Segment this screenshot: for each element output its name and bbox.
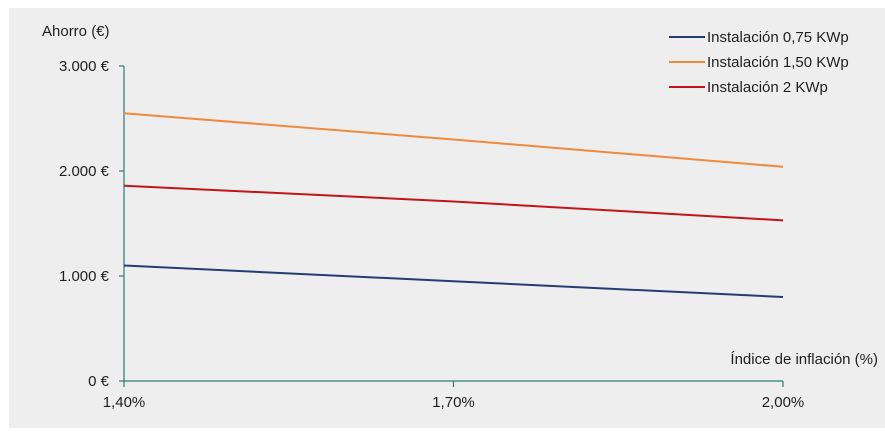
legend-label: Instalación 0,75 KWp: [707, 29, 849, 46]
x-tick-label: 2,00%: [762, 394, 805, 411]
series-lines: [123, 112, 784, 298]
y-tick-label: 2.000 €: [59, 163, 110, 180]
y-tick-label: 1.000 €: [59, 268, 110, 285]
y-tick-label: 0 €: [88, 373, 110, 390]
y-tick-label: 3.000 €: [59, 58, 110, 75]
series-line-1: [123, 264, 784, 298]
legend-label: Instalación 1,50 KWp: [707, 54, 849, 71]
legend: Instalación 0,75 KWp Instalación 1,50 KWp…: [669, 29, 849, 96]
y-axis-label: Ahorro (€): [42, 23, 110, 40]
y-ticks: 0 € 1.000 € 2.000 € 3.000 €: [59, 58, 124, 390]
x-tick-label: 1,70%: [432, 394, 475, 411]
axes: [123, 66, 783, 382]
x-tick-label: 1,40%: [103, 394, 146, 411]
x-axis-label: Índice de inflación (%): [730, 351, 878, 368]
x-ticks: 1,40% 1,70% 2,00%: [103, 381, 805, 411]
series-line-3: [123, 184, 784, 222]
series-line-2: [123, 112, 784, 168]
legend-label: Instalación 2 KWp: [707, 79, 828, 96]
